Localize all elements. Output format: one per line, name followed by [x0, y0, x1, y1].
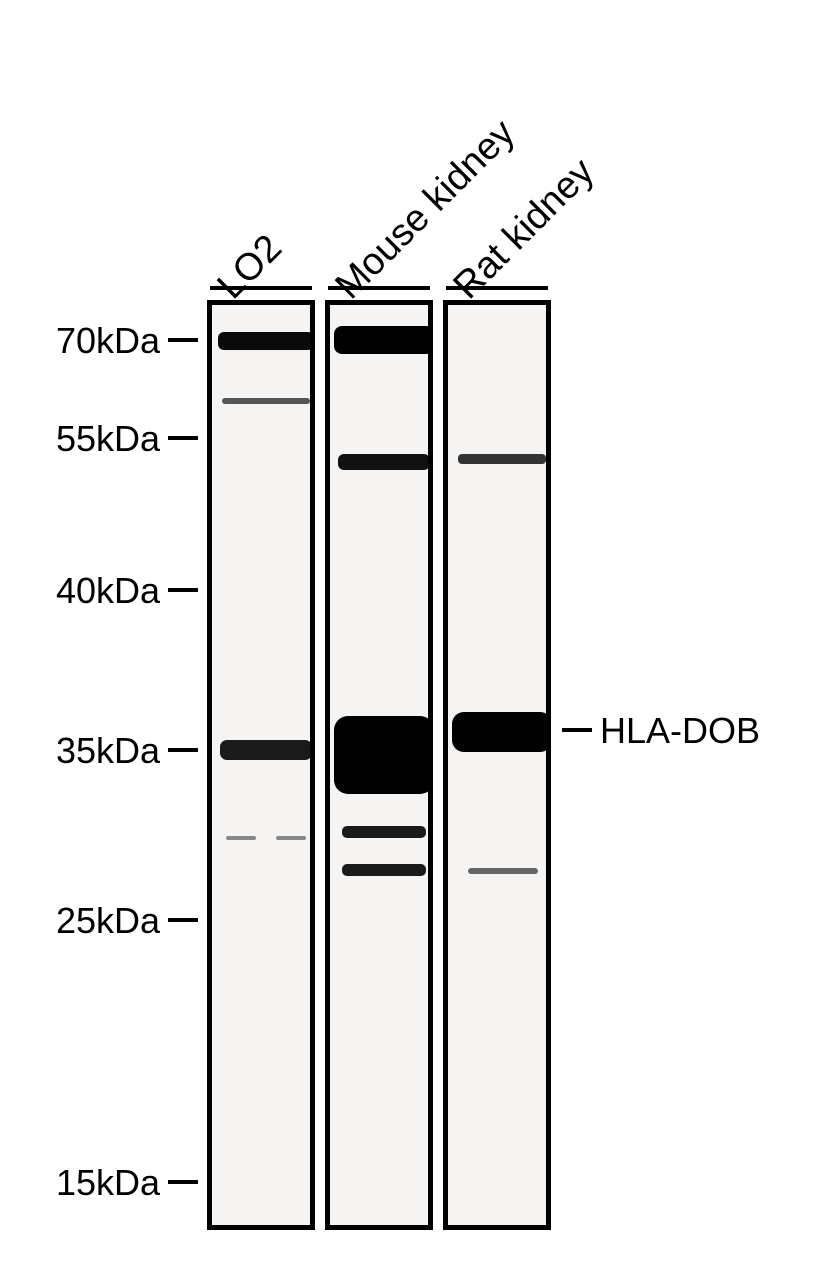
- mw-tick-55: [168, 436, 198, 440]
- band: [218, 332, 314, 350]
- lane-underline-1: [210, 286, 312, 290]
- band: [226, 836, 256, 840]
- target-tick: [562, 728, 592, 732]
- mw-tick-35: [168, 748, 198, 752]
- band: [220, 740, 312, 760]
- band: [276, 836, 306, 840]
- mw-label-35: 35kDa: [10, 730, 160, 772]
- mw-tick-25: [168, 918, 198, 922]
- mw-label-70: 70kDa: [10, 320, 160, 362]
- lane-box-1: [207, 300, 315, 1230]
- lane-underline-2: [328, 286, 430, 290]
- band: [222, 398, 310, 404]
- mw-tick-70: [168, 338, 198, 342]
- band: [468, 868, 538, 874]
- band: [342, 864, 426, 876]
- mw-label-55: 55kDa: [10, 418, 160, 460]
- lane-label-1: LO2: [210, 227, 291, 308]
- western-blot-figure: LO2 Mouse kidney Rat kidney 70kDa 55kDa …: [0, 0, 823, 1280]
- mw-tick-15: [168, 1180, 198, 1184]
- band: [458, 454, 546, 464]
- band: [334, 716, 433, 794]
- target-label: HLA-DOB: [600, 710, 760, 752]
- band: [334, 326, 433, 354]
- mw-label-15: 15kDa: [10, 1162, 160, 1204]
- mw-label-40: 40kDa: [10, 570, 160, 612]
- lane-box-3: [443, 300, 551, 1230]
- lane-box-2: [325, 300, 433, 1230]
- band: [452, 712, 551, 752]
- mw-label-25: 25kDa: [10, 900, 160, 942]
- band: [338, 454, 430, 470]
- mw-tick-40: [168, 588, 198, 592]
- band: [342, 826, 426, 838]
- lane-underline-3: [446, 286, 548, 290]
